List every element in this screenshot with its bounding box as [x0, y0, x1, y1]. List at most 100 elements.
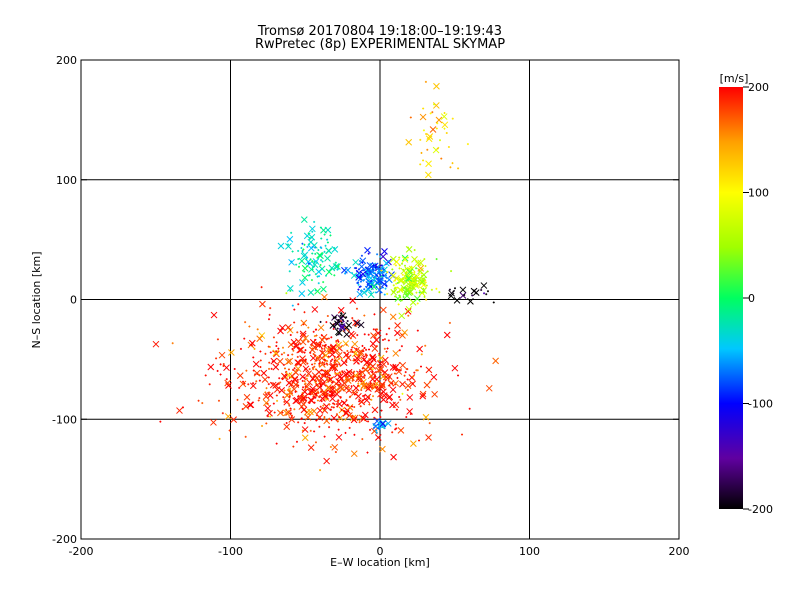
data-point-plus: [221, 412, 224, 415]
data-point-plus: [402, 268, 405, 271]
data-point-plus: [424, 279, 427, 282]
data-point-x: [266, 409, 273, 417]
data-point-plus: [380, 275, 383, 278]
data-point-plus: [352, 391, 355, 394]
data-point-plus: [379, 416, 382, 419]
data-point-plus: [431, 111, 434, 114]
data-point-plus: [382, 382, 385, 385]
data-point-plus: [383, 270, 386, 273]
data-point-plus: [355, 267, 358, 270]
data-point-plus: [159, 420, 162, 423]
data-point-plus: [361, 344, 364, 347]
data-point-plus: [208, 383, 211, 386]
data-point-plus: [422, 107, 425, 110]
data-point-x: [353, 358, 360, 365]
data-point-plus: [422, 159, 425, 162]
data-point-plus: [328, 379, 331, 382]
data-point-plus: [468, 407, 471, 410]
data-point-plus: [267, 376, 270, 379]
data-point-plus: [331, 386, 334, 389]
data-point-plus: [228, 429, 231, 432]
data-point-plus: [461, 433, 464, 436]
data-point-plus: [386, 347, 389, 350]
data-point-plus: [236, 398, 239, 401]
colorbar-tick-label: 200: [748, 81, 769, 94]
data-point-plus: [352, 359, 355, 362]
data-point-x: [260, 369, 268, 377]
data-point-plus: [321, 361, 324, 364]
data-point-plus: [394, 264, 397, 267]
data-point-x: [339, 312, 347, 320]
data-point-x: [350, 272, 358, 279]
data-point-x: [270, 357, 278, 365]
data-point-x: [309, 387, 316, 395]
data-point-plus: [363, 346, 366, 349]
data-point-plus: [315, 382, 318, 385]
data-point-plus: [245, 369, 248, 372]
data-point-plus: [398, 290, 401, 293]
data-point-plus: [412, 273, 415, 276]
data-point-x: [419, 113, 427, 121]
data-point-plus: [324, 343, 327, 346]
data-point-plus: [415, 267, 418, 270]
data-point-x: [365, 266, 372, 273]
data-point-x: [335, 433, 343, 441]
data-point-plus: [367, 252, 370, 255]
data-point-x: [301, 434, 309, 442]
data-point-plus: [372, 395, 375, 398]
data-point-plus: [348, 396, 351, 399]
data-point-plus: [312, 352, 315, 355]
data-point-plus: [356, 334, 359, 337]
data-point-x: [380, 388, 387, 396]
data-point-plus: [340, 321, 343, 324]
data-point-plus: [204, 374, 207, 377]
data-point-plus: [260, 286, 263, 289]
colorbar: [719, 87, 743, 509]
data-point-x: [366, 261, 374, 269]
data-point-plus: [336, 339, 339, 342]
data-point-plus: [375, 431, 378, 434]
data-point-plus: [344, 418, 347, 421]
y-tick-label: 100: [56, 174, 77, 187]
data-point-plus: [261, 424, 264, 427]
data-point-x: [440, 113, 448, 120]
data-point-plus: [310, 344, 313, 347]
data-point-x: [277, 327, 284, 335]
data-point-x: [300, 394, 308, 402]
data-point-plus: [401, 278, 404, 281]
data-point-plus: [418, 439, 421, 442]
data-point-x: [279, 324, 286, 332]
data-point-x: [288, 258, 295, 266]
data-point-plus: [243, 337, 246, 340]
data-point-x: [370, 283, 378, 291]
data-point-plus: [322, 404, 325, 407]
data-point-plus: [296, 331, 299, 334]
data-point-x: [261, 376, 269, 383]
data-point-plus: [426, 148, 429, 151]
data-point-plus: [313, 395, 316, 398]
data-point-plus: [410, 265, 413, 268]
data-point-plus: [356, 391, 359, 394]
data-point-plus: [409, 116, 412, 119]
data-point-x: [335, 341, 342, 349]
data-point-plus: [393, 372, 396, 375]
data-point-plus: [385, 284, 388, 287]
data-point-x: [339, 385, 346, 393]
data-point-x: [389, 386, 397, 394]
data-point-plus: [372, 264, 375, 267]
data-point-x: [288, 416, 296, 423]
data-point-plus: [319, 469, 322, 472]
data-point-x: [337, 414, 344, 422]
data-point-plus: [398, 395, 401, 398]
data-point-plus: [363, 288, 366, 291]
data-point-plus: [275, 442, 278, 445]
data-point-x: [327, 376, 335, 383]
data-point-x: [417, 265, 425, 272]
data-point-plus: [396, 281, 399, 284]
data-point-x: [331, 245, 339, 253]
data-point-plus: [315, 388, 318, 391]
data-point-plus: [457, 374, 460, 377]
y-tick-label: -100: [52, 413, 77, 426]
data-point-plus: [275, 345, 278, 348]
data-point-plus: [426, 270, 429, 273]
